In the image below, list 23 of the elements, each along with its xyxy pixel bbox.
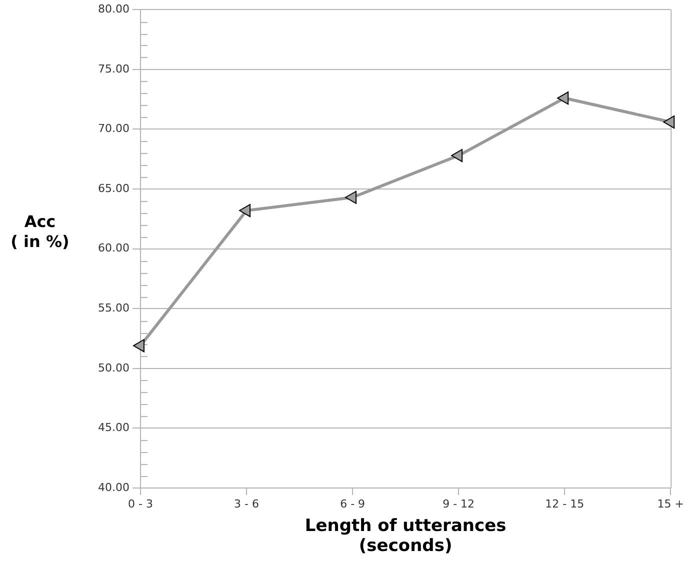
y-tick-label: 75.00	[98, 62, 130, 76]
y-tick-label: 50.00	[98, 361, 130, 374]
x-tick-label: 3 - 6	[234, 497, 260, 510]
x-tick-label: 0 - 3	[128, 497, 153, 510]
y-tick-label: 65.00	[98, 182, 130, 195]
point	[239, 204, 251, 218]
x-axis-title: Length of utterances (seconds)	[304, 516, 506, 556]
point	[557, 92, 569, 105]
x-tick-label: 9 - 12	[442, 497, 475, 510]
y-axis-title: Acc ( in %)	[10, 212, 70, 252]
point	[132, 339, 144, 352]
y-tick-label: 55.00	[98, 301, 130, 314]
x-tick-label: 15 +	[657, 497, 684, 510]
point	[345, 190, 357, 204]
y-tick-label: 70.00	[98, 122, 130, 136]
y-tick-label: 60.00	[98, 242, 130, 255]
x-tick-label: 12 - 15	[545, 497, 584, 510]
y-tick-label: 45.00	[98, 421, 130, 434]
y-tick-label: 80.00	[98, 2, 130, 16]
x-tick-label: 6 - 9	[340, 497, 366, 510]
point	[663, 115, 675, 129]
y-tick-label: 40.00	[98, 480, 130, 494]
point	[451, 148, 463, 162]
